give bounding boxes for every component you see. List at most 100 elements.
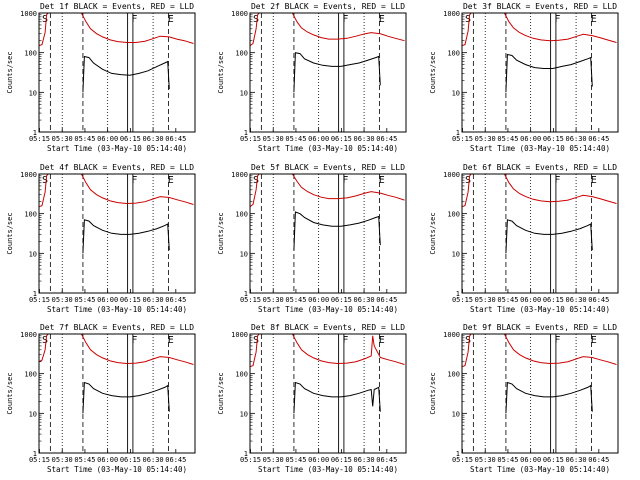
y-tick-label: 10 [452,89,460,97]
panel-5: Det 5f BLACK = Events, RED = LLD Counts/s… [217,163,407,314]
x-tick-label: 06:15 [543,456,564,464]
x-tick-label: 06:45 [165,296,186,304]
x-tick-label: 06:30 [143,456,164,464]
panel-title: Det 9f BLACK = Events, RED = LLD [463,323,617,332]
marker-s: S [42,335,48,346]
panel-title: Det 3f BLACK = Events, RED = LLD [463,2,617,11]
x-tick-label: 06:00 [308,456,329,464]
y-tick-label: 1000 [443,171,460,179]
x-tick-label: 06:15 [120,296,141,304]
lld-series-line [38,333,194,365]
x-tick-label: 06:45 [165,135,186,143]
x-axis-label: Start Time (03-May-10 05:14:40) [470,465,610,474]
lld-series-line [249,173,405,208]
x-tick-label: 06:30 [566,296,587,304]
panel-title: Det 8f BLACK = Events, RED = LLD [251,323,405,332]
events-series-line [505,219,593,254]
x-axis-label: Start Time (03-May-10 05:14:40) [258,144,398,153]
x-tick-label: 06:30 [354,135,375,143]
x-axis-label: Start Time (03-May-10 05:14:40) [47,305,187,314]
marker-e: E [591,175,597,186]
panel-6: Det 6f BLACK = Events, RED = LLD Counts/s… [429,163,619,314]
events-series-line [293,52,381,93]
y-tick-label: 10 [240,410,248,418]
y-tick-label: 10 [240,250,248,258]
y-tick-label: 1000 [231,171,248,179]
x-tick-label: 06:30 [143,296,164,304]
x-axis-label: Start Time (03-May-10 05:14:40) [258,465,398,474]
panel-2: Det 2f BLACK = Events, RED = LLD Counts/s… [217,2,407,153]
x-tick-label: 05:45 [74,296,95,304]
x-tick-label: 05:30 [52,296,73,304]
y-tick-label: 1 [456,450,460,458]
y-tick-label: 1 [244,450,248,458]
y-tick-label: 10 [29,250,37,258]
x-tick-label: 06:00 [520,296,541,304]
y-tick-label: 100 [447,371,460,379]
x-tick-label: 05:30 [52,456,73,464]
panel-8: Det 8f BLACK = Events, RED = LLD Counts/s… [217,323,407,474]
x-tick-label: 06:45 [376,135,397,143]
x-tick-label: 06:30 [566,135,587,143]
marker-f: F [554,14,560,25]
plot-frame [249,173,407,294]
y-tick-label: 100 [24,50,37,58]
x-tick-label: 06:30 [566,456,587,464]
y-tick-label: 1 [456,129,460,137]
x-tick-label: 06:00 [97,296,118,304]
marker-e: E [591,14,597,25]
marker-e: E [379,175,385,186]
marker-e: E [379,14,385,25]
x-tick-label: 06:45 [588,135,609,143]
y-tick-label: 1000 [20,10,37,18]
panel-7: Det 7f BLACK = Events, RED = LLD Counts/s… [6,323,196,474]
marker-e: E [168,175,174,186]
y-axis-label: Counts/sec [429,51,437,93]
plot-frame [461,12,619,133]
x-tick-label: 05:15 [240,456,261,464]
x-tick-label: 06:15 [120,456,141,464]
y-tick-label: 10 [29,89,37,97]
x-tick-label: 05:15 [452,296,473,304]
x-axis-label: Start Time (03-May-10 05:14:40) [470,144,610,153]
x-tick-label: 05:45 [74,456,95,464]
x-tick-label: 05:15 [452,135,473,143]
y-tick-label: 1000 [443,331,460,339]
x-tick-label: 06:00 [308,296,329,304]
marker-s: S [253,14,259,25]
x-tick-label: 05:15 [240,135,261,143]
y-tick-label: 10 [452,250,460,258]
x-tick-label: 05:15 [452,456,473,464]
x-tick-label: 05:30 [475,456,496,464]
y-tick-label: 100 [235,371,248,379]
panel-1: Det 1f BLACK = Events, RED = LLD Counts/s… [6,2,196,153]
y-tick-label: 100 [24,371,37,379]
x-tick-label: 06:00 [520,135,541,143]
y-tick-label: 100 [235,211,248,219]
x-tick-label: 06:15 [331,296,352,304]
plot-frame [461,333,619,454]
x-tick-label: 06:45 [165,456,186,464]
y-tick-label: 100 [235,50,248,58]
y-tick-label: 1000 [231,10,248,18]
y-tick-label: 1000 [231,331,248,339]
x-axis-label: Start Time (03-May-10 05:14:40) [47,144,187,153]
x-tick-label: 05:45 [497,296,518,304]
y-tick-label: 1 [33,450,37,458]
x-tick-label: 05:30 [263,456,284,464]
y-axis-label: Counts/sec [429,372,437,414]
y-tick-label: 1 [33,129,37,137]
marker-s: S [465,175,471,186]
x-tick-label: 06:00 [520,456,541,464]
y-axis-label: Counts/sec [217,51,225,93]
events-series-line [505,381,593,414]
events-series-line [82,55,170,93]
x-tick-label: 06:00 [97,456,118,464]
y-tick-label: 1000 [20,171,37,179]
events-series-line [82,219,170,254]
lld-series-line [249,12,405,47]
y-tick-label: 10 [240,89,248,97]
x-tick-label: 05:30 [263,296,284,304]
marker-f: F [554,335,560,346]
